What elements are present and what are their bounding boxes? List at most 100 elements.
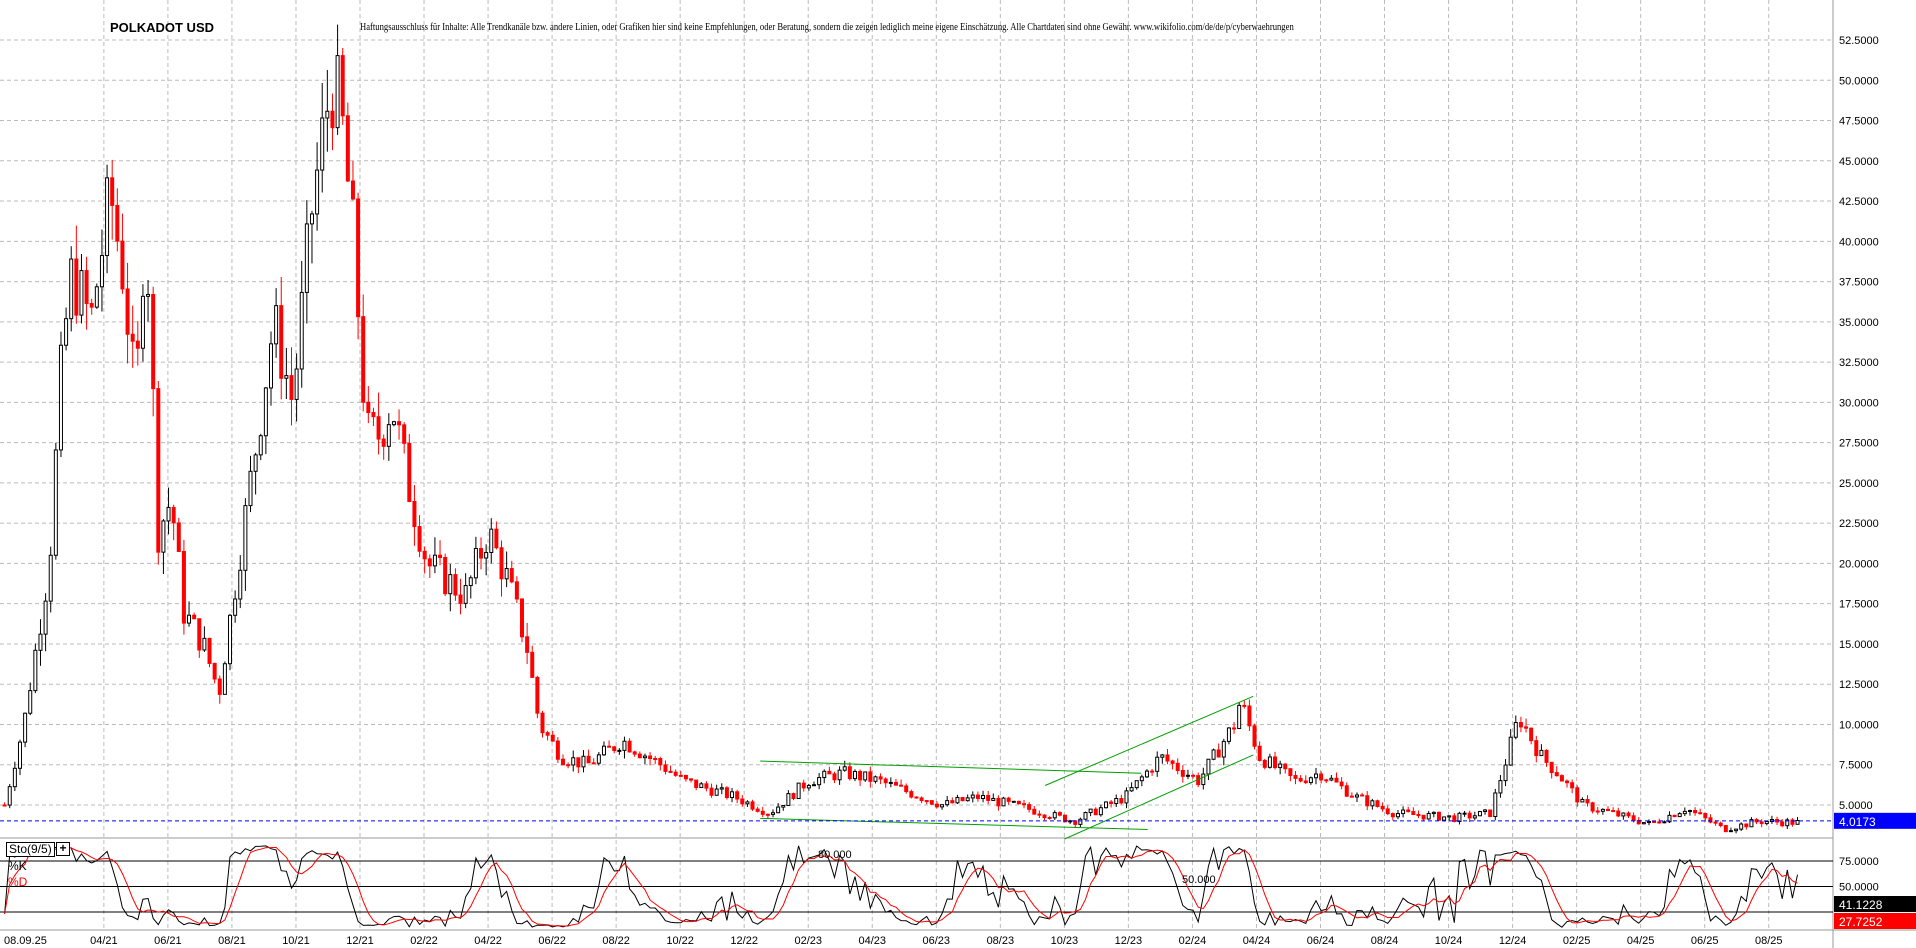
candle-body: [1744, 823, 1749, 828]
candle-body: [115, 204, 120, 242]
x-tick-label: 08/23: [987, 935, 1015, 947]
y-tick-label: 50.0000: [1839, 75, 1879, 87]
candle-body: [1150, 770, 1155, 773]
candle-body: [596, 754, 601, 764]
candle-body: [1109, 801, 1114, 804]
candle-body: [350, 180, 355, 200]
candle-body: [299, 291, 304, 370]
candle-body: [38, 633, 43, 651]
y-tick-label: 47.5000: [1839, 116, 1879, 128]
candle-body: [48, 554, 53, 602]
candle-body: [1319, 773, 1324, 781]
candle-body: [69, 258, 74, 320]
candle-body: [1539, 749, 1544, 757]
candle-body: [458, 594, 463, 604]
candle-body: [904, 785, 909, 793]
candle-body: [79, 270, 84, 316]
candle-body: [1324, 779, 1329, 782]
candle-body: [176, 522, 181, 552]
candle-body: [1421, 814, 1426, 820]
candle-body: [986, 795, 991, 801]
candle-body: [960, 797, 965, 802]
x-tick-label: 10/23: [1051, 935, 1079, 947]
candle-body: [1493, 792, 1498, 817]
candle-body: [1457, 812, 1462, 823]
candle-body: [1042, 814, 1047, 819]
candle-body: [1498, 780, 1503, 794]
candle-body: [1600, 808, 1605, 812]
candle-body: [1518, 722, 1523, 728]
candle-body: [479, 547, 484, 559]
candle-body: [17, 741, 22, 769]
oscillator-label[interactable]: Sto(9/5): [6, 842, 55, 857]
x-tick-label: 10/24: [1435, 935, 1463, 947]
y-tick-label: 27.5000: [1839, 438, 1879, 450]
candle-body: [217, 678, 222, 695]
candle-body: [1124, 790, 1129, 804]
candle-body: [1078, 818, 1083, 825]
candle-body: [268, 343, 273, 389]
candle-body: [873, 776, 878, 782]
candle-body: [786, 793, 791, 806]
candle-body: [1370, 800, 1375, 807]
candle-body: [89, 302, 94, 308]
candle-body: [678, 774, 683, 777]
candle-body: [1447, 815, 1452, 818]
candle-body: [1242, 704, 1247, 707]
candle-body: [704, 783, 709, 789]
candle-body: [166, 506, 171, 522]
candle-body: [934, 803, 939, 808]
candle-body: [1641, 822, 1646, 825]
candle-body: [996, 797, 1001, 807]
candle-body: [899, 784, 904, 787]
candle-body: [1616, 810, 1621, 817]
candle-body: [494, 528, 499, 549]
x-tick-label: 10/22: [666, 935, 694, 947]
candle-body: [520, 598, 525, 638]
candle-body: [1303, 780, 1308, 784]
candle-body: [315, 169, 320, 215]
candle-body: [1247, 705, 1252, 727]
x-tick-label: 08/22: [602, 935, 630, 947]
candle-body: [125, 288, 130, 335]
y-tick-label: 5.0000: [1839, 800, 1873, 812]
candle-body: [612, 746, 617, 752]
candle-body: [238, 569, 243, 600]
add-indicator-button[interactable]: +: [56, 842, 70, 856]
candle-body: [2, 804, 7, 807]
candle-body: [1734, 828, 1739, 832]
candle-body: [1114, 798, 1119, 804]
x-tick-label: 04/25: [1627, 935, 1655, 947]
candle-body: [402, 424, 407, 444]
candle-body: [1713, 821, 1718, 824]
candle-body: [699, 783, 704, 788]
candle-body: [1621, 812, 1626, 817]
candle-body: [1390, 813, 1395, 818]
candle-body: [1503, 764, 1508, 782]
x-tick-label: 12/22: [730, 935, 758, 947]
d-value-box: [1834, 913, 1916, 929]
candle-body: [1452, 815, 1457, 823]
candle-body: [1559, 775, 1564, 782]
candle-body: [1180, 769, 1185, 777]
candle-body: [535, 676, 540, 714]
x-tick-label: 02/24: [1179, 935, 1207, 947]
candle-body: [709, 787, 714, 796]
candle-body: [1790, 819, 1795, 825]
candle-body: [1436, 811, 1441, 821]
candle-body: [263, 387, 268, 437]
candle-body: [1483, 809, 1488, 812]
candle-body: [253, 454, 258, 472]
candle-body: [473, 547, 478, 579]
candle-body: [1354, 794, 1359, 798]
candle-body: [689, 778, 694, 781]
candle-body: [1185, 774, 1190, 777]
y-tick-label: 20.0000: [1839, 558, 1879, 570]
candle-body: [1027, 804, 1032, 810]
osc-tick-label: 50.0000: [1839, 882, 1879, 894]
candle-body: [120, 240, 125, 290]
candle-body: [1611, 810, 1616, 813]
candle-body: [309, 213, 314, 225]
candle-body: [837, 769, 842, 781]
candle-body: [1524, 726, 1529, 729]
